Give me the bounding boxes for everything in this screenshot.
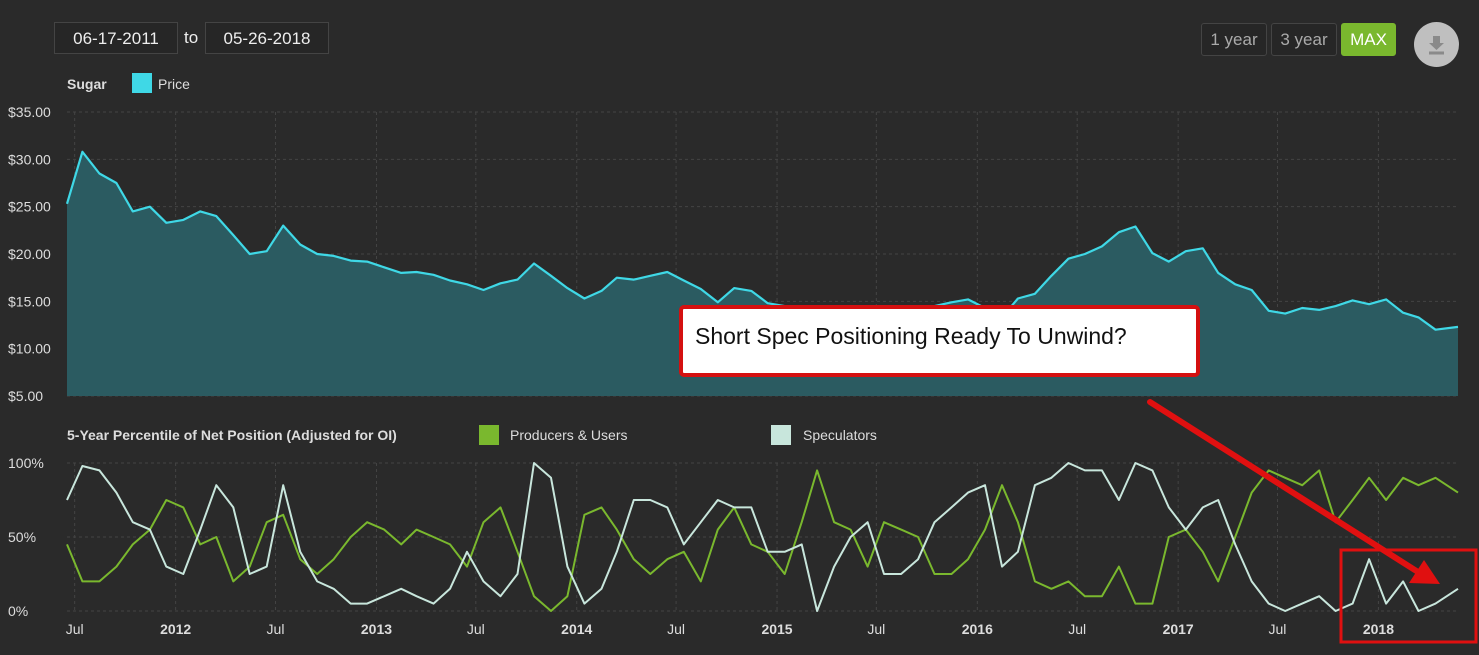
range-1-year-button[interactable]: 1 year <box>1201 23 1267 56</box>
speculators-legend-label[interactable]: Speculators <box>803 427 877 443</box>
range-max-button[interactable]: MAX <box>1341 23 1396 56</box>
percentile-y-tick-label: 50% <box>8 529 36 545</box>
percentile-y-axis: 100% 50% 0% <box>8 455 44 619</box>
price-y-tick-label: $20.00 <box>8 246 51 262</box>
download-button[interactable] <box>1414 22 1459 67</box>
x-tick-label: Jul <box>1068 621 1086 637</box>
x-tick-label: Jul <box>66 621 84 637</box>
start-date-field[interactable]: 06-17-2011 <box>54 22 178 54</box>
price-y-tick-label: $25.00 <box>8 199 51 215</box>
price-y-axis: $35.00 $30.00 $25.00 $20.00 $15.00 $10.00 $5.0… <box>8 104 51 404</box>
producers-series-line <box>66 469 1459 612</box>
producers-legend-label[interactable]: Producers & Users <box>510 427 627 443</box>
percentile-y-tick-label: 100% <box>8 455 44 471</box>
x-tick-label: 2018 <box>1363 621 1394 637</box>
x-tick-label: 2013 <box>361 621 392 637</box>
producers-legend-swatch <box>479 425 499 445</box>
x-tick-label: 2017 <box>1163 621 1194 637</box>
x-tick-label: 2015 <box>761 621 792 637</box>
x-tick-label: Jul <box>667 621 685 637</box>
highlight-box <box>1339 548 1478 644</box>
percentile-grid <box>67 462 1458 612</box>
price-chart-legend-label: Sugar <box>67 76 107 92</box>
speculators-series-line <box>66 462 1459 612</box>
annotation-text: Short Spec Positioning Ready To Unwind? <box>695 323 1127 349</box>
annotation-arrow <box>1147 399 1440 584</box>
price-y-tick-label: $15.00 <box>8 293 51 309</box>
x-tick-label: Jul <box>867 621 885 637</box>
price-y-tick-label: $30.00 <box>8 151 51 167</box>
price-series-line <box>65 150 1459 343</box>
price-legend-swatch <box>132 73 152 93</box>
download-icon <box>1429 36 1444 55</box>
x-tick-label: Jul <box>1269 621 1287 637</box>
price-y-tick-label: $35.00 <box>8 104 51 120</box>
range-3-year-button[interactable]: 3 year <box>1271 23 1337 56</box>
speculators-legend-swatch <box>771 425 791 445</box>
price-y-tick-label: $10.00 <box>8 341 51 357</box>
percentile-chart-title: 5-Year Percentile of Net Position (Adjus… <box>67 427 397 443</box>
annotation-callout: Short Spec Positioning Ready To Unwind? <box>679 305 1200 377</box>
end-date-field[interactable]: 05-26-2018 <box>205 22 329 54</box>
x-tick-label: 2016 <box>962 621 993 637</box>
x-tick-label: Jul <box>267 621 285 637</box>
price-y-tick-label: $5.00 <box>8 388 43 404</box>
x-tick-label: 2014 <box>561 621 592 637</box>
percentile-y-tick-label: 0% <box>8 603 28 619</box>
date-range-separator: to <box>184 28 199 47</box>
x-tick-label: 2012 <box>160 621 191 637</box>
x-axis: Jul 2012 Jul 2013 Jul 2014 Jul 2015 Jul 2016 Jul 20… <box>66 621 1394 637</box>
x-tick-label: Jul <box>467 621 485 637</box>
price-legend-label[interactable]: Price <box>158 76 190 92</box>
